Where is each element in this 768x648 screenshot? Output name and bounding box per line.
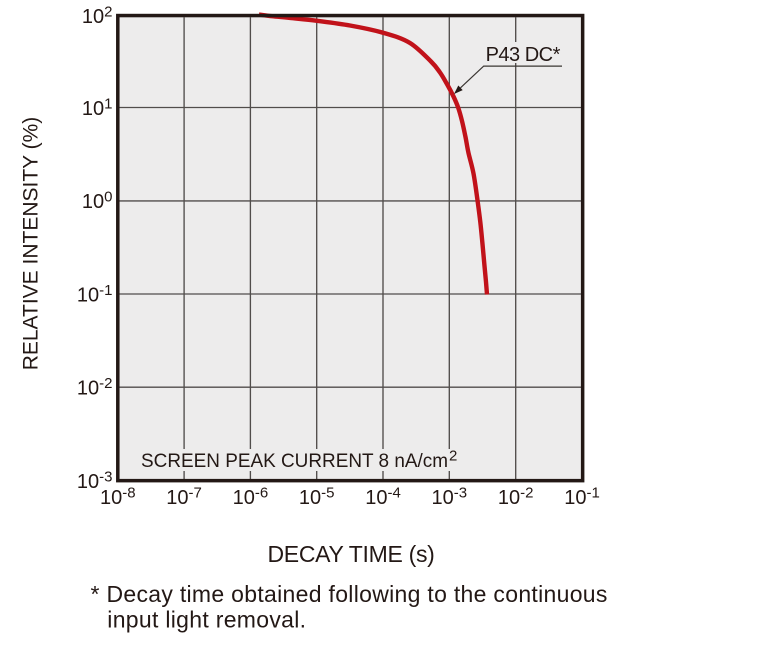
svg-text:RELATIVE INTENSITY (%): RELATIVE INTENSITY (%) [20,117,43,371]
svg-text:input light removal.: input light removal. [107,607,306,633]
svg-text:10-5: 10-5 [299,485,335,510]
svg-text:102: 102 [82,3,113,28]
svg-text:* Decay time obtained followin: * Decay time obtained following to the c… [91,581,608,607]
svg-text:10-4: 10-4 [365,485,401,510]
svg-text:10-2: 10-2 [77,375,113,400]
svg-text:10-8: 10-8 [100,485,136,510]
svg-text:10-1: 10-1 [564,485,600,510]
svg-text:DECAY TIME (s): DECAY TIME (s) [267,541,434,567]
svg-text:101: 101 [82,95,113,120]
svg-text:SCREEN PEAK CURRENT 8 nA/cm: SCREEN PEAK CURRENT 8 nA/cm [141,450,448,472]
svg-text:P43 DC*: P43 DC* [486,44,561,66]
svg-text:10-1: 10-1 [77,282,113,307]
svg-text:10-6: 10-6 [233,485,269,510]
svg-text:10-2: 10-2 [498,485,534,510]
svg-text:100: 100 [82,189,113,214]
svg-text:10-7: 10-7 [166,485,202,510]
svg-text:10-3: 10-3 [432,485,468,510]
svg-text:2: 2 [449,448,457,465]
